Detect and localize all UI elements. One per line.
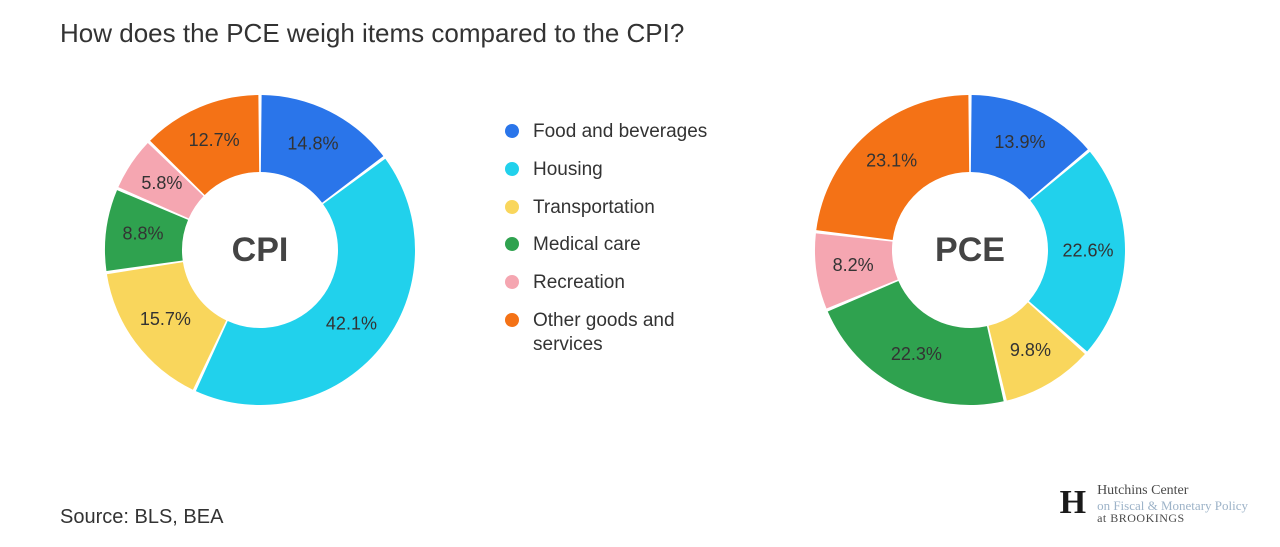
legend-swatch: [505, 200, 519, 214]
donut-center-label: CPI: [232, 231, 289, 269]
legend-label: Housing: [533, 158, 603, 182]
slice-label: 12.7%: [189, 130, 240, 150]
brookings-line2: on Fiscal & Monetary Policy: [1097, 499, 1248, 513]
slice-label: 5.8%: [141, 173, 182, 193]
brookings-line3: at BROOKINGS: [1097, 512, 1248, 525]
brookings-line1: Hutchins Center: [1097, 484, 1248, 499]
source-caption: Source: BLS, BEA: [60, 506, 223, 529]
legend-swatch: [505, 237, 519, 251]
donut-chart-pce: 13.9% 22.6% 9.8% 22.3% 8.2% 23.1% PCE: [790, 70, 1150, 430]
slice-label: 14.8%: [287, 133, 338, 153]
slice-label: 15.7%: [140, 309, 191, 329]
legend: Food and beverages Housing Transportation M…: [505, 120, 735, 370]
legend-item: Medical care: [505, 233, 735, 257]
legend-label: Recreation: [533, 271, 625, 295]
legend-swatch: [505, 162, 519, 176]
legend-label: Food and beverages: [533, 120, 707, 144]
slice-label: 23.1%: [866, 151, 917, 171]
slice-label: 9.8%: [1010, 340, 1051, 360]
legend-item: Other goods and services: [505, 309, 735, 357]
donut-chart-cpi: 14.8% 42.1% 15.7% 8.8% 5.8% 12.7% CPI: [80, 70, 440, 430]
legend-item: Recreation: [505, 271, 735, 295]
slice-label: 13.9%: [994, 132, 1045, 152]
page-title: How does the PCE weigh items compared to…: [60, 18, 684, 49]
slice-housing: [196, 159, 415, 405]
slice-label: 22.3%: [891, 344, 942, 364]
legend-label: Medical care: [533, 233, 641, 257]
slice-label: 8.2%: [833, 255, 874, 275]
slice-label: 22.6%: [1062, 240, 1113, 260]
slice-label: 42.1%: [326, 313, 377, 333]
legend-item: Food and beverages: [505, 120, 735, 144]
legend-swatch: [505, 124, 519, 138]
legend-item: Housing: [505, 158, 735, 182]
brookings-attribution: H Hutchins Center on Fiscal & Monetary P…: [1060, 484, 1248, 525]
legend-item: Transportation: [505, 196, 735, 220]
legend-swatch: [505, 275, 519, 289]
legend-swatch: [505, 313, 519, 327]
legend-label: Transportation: [533, 196, 655, 220]
donut-center-label: PCE: [935, 231, 1005, 269]
brookings-logo-mark: H: [1060, 484, 1087, 522]
legend-label: Other goods and services: [533, 309, 713, 357]
slice-label: 8.8%: [122, 223, 163, 243]
